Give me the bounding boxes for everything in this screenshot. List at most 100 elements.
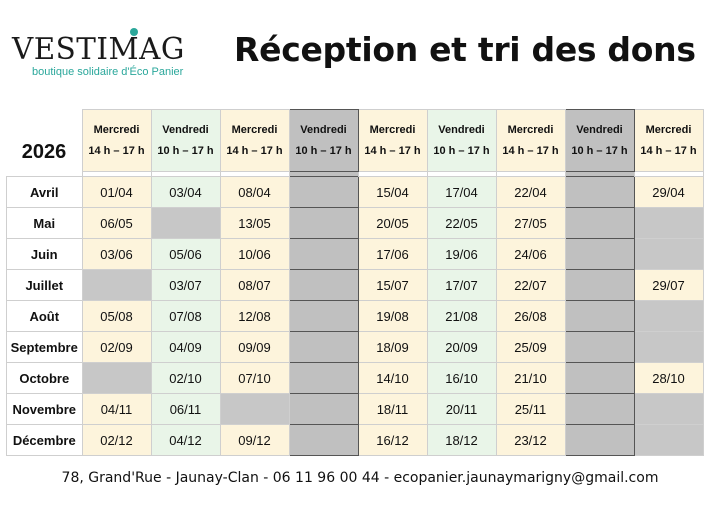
date-cell (288, 362, 359, 394)
date-cell: 25/11 (495, 393, 566, 425)
date-cell: 18/11 (357, 393, 428, 425)
logo-dot-icon (130, 28, 138, 36)
column-header: Mercredi 14 h – 17 h (81, 109, 152, 172)
column-hours: 10 h – 17 h (295, 144, 352, 157)
column-day: Mercredi (231, 123, 278, 136)
date-cell (564, 176, 635, 208)
date-cell: 28/10 (633, 362, 704, 394)
month-label: Septembre (6, 331, 83, 363)
date-cell: 26/08 (495, 300, 566, 332)
header-row: 2026 Mercredi 14 h – 17 h Vendredi 10 h – 1… (7, 109, 704, 172)
date-cell: 18/12 (426, 424, 497, 456)
brand-logo: VESTIMAG boutique solidaire d'Éco Panier (12, 28, 222, 78)
date-cell: 02/10 (150, 362, 221, 394)
date-cell: 01/04 (81, 176, 152, 208)
date-cell: 20/05 (357, 207, 428, 239)
date-cell (81, 362, 152, 394)
column-day: Mercredi (93, 123, 140, 136)
date-cell: 06/05 (81, 207, 152, 239)
table-row: Avril 01/04 03/04 08/04 15/04 17/04 22/04 29/04 (6, 176, 704, 208)
date-cell (150, 207, 221, 239)
date-cell: 23/12 (495, 424, 566, 456)
brand-name: VESTIMAG (12, 32, 185, 67)
date-cell: 20/11 (426, 393, 497, 425)
date-cell: 06/11 (150, 393, 221, 425)
table-row: Août 05/08 07/08 12/08 19/08 21/08 26/08 (6, 300, 704, 332)
date-cell: 02/12 (81, 424, 152, 456)
table-row: Novembre 04/11 06/11 18/11 20/11 25/11 (6, 393, 704, 425)
date-cell: 03/04 (150, 176, 221, 208)
date-cell (633, 393, 704, 425)
column-hours: 10 h – 17 h (571, 144, 628, 157)
date-cell: 25/09 (495, 331, 566, 363)
date-cell: 17/07 (426, 269, 497, 301)
date-cell: 19/06 (426, 238, 497, 270)
date-cell: 04/11 (81, 393, 152, 425)
column-header: Mercredi 14 h – 17 h (495, 109, 566, 172)
date-cell: 08/04 (219, 176, 290, 208)
date-cell: 22/04 (495, 176, 566, 208)
column-header: Mercredi 14 h – 17 h (633, 109, 704, 172)
column-header: Vendredi 10 h – 17 h (288, 109, 359, 172)
table-row: Juillet 03/07 08/07 15/07 17/07 22/07 29/07 (6, 269, 704, 301)
date-cell: 12/08 (219, 300, 290, 332)
date-cell (288, 176, 359, 208)
spacer-row (7, 171, 704, 177)
date-cell (564, 362, 635, 394)
table-row: Mai 06/05 13/05 20/05 22/05 27/05 (6, 207, 704, 239)
date-cell: 22/07 (495, 269, 566, 301)
page-title: Réception et tri des dons (234, 30, 696, 69)
year-label: 2026 (21, 140, 67, 163)
date-cell: 02/09 (81, 331, 152, 363)
date-cell: 16/12 (357, 424, 428, 456)
date-cell: 14/10 (357, 362, 428, 394)
column-day: Vendredi (300, 123, 347, 136)
column-hours: 14 h – 17 h (640, 144, 697, 157)
date-cell: 18/09 (357, 331, 428, 363)
date-cell: 21/08 (426, 300, 497, 332)
date-cell: 15/07 (357, 269, 428, 301)
column-hours: 14 h – 17 h (364, 144, 421, 157)
date-cell: 09/12 (219, 424, 290, 456)
date-cell (288, 300, 359, 332)
column-day: Vendredi (438, 123, 485, 136)
month-label: Novembre (6, 393, 83, 425)
date-cell: 10/06 (219, 238, 290, 270)
date-cell (564, 207, 635, 239)
date-cell: 27/05 (495, 207, 566, 239)
date-cell (633, 331, 704, 363)
month-label: Octobre (6, 362, 83, 394)
date-cell: 29/07 (633, 269, 704, 301)
date-cell: 09/09 (219, 331, 290, 363)
date-cell: 21/10 (495, 362, 566, 394)
date-cell (633, 207, 704, 239)
column-day: Vendredi (576, 123, 623, 136)
table-row: Septembre 02/09 04/09 09/09 18/09 20/09 25/09 (6, 331, 704, 363)
column-header: Mercredi 14 h – 17 h (357, 109, 428, 172)
month-label: Août (6, 300, 83, 332)
date-cell: 05/06 (150, 238, 221, 270)
date-cell (288, 269, 359, 301)
date-cell (288, 238, 359, 270)
date-cell: 20/09 (426, 331, 497, 363)
date-cell: 15/04 (357, 176, 428, 208)
date-cell (564, 300, 635, 332)
brand-tagline: boutique solidaire d'Éco Panier (32, 66, 184, 78)
contact-footer: 78, Grand'Rue - Jaunay-Clan - 06 11 96 0… (61, 470, 659, 486)
column-header: Vendredi 10 h – 17 h (564, 109, 635, 172)
date-cell: 04/12 (150, 424, 221, 456)
column-hours: 10 h – 17 h (433, 144, 490, 157)
date-cell (564, 393, 635, 425)
schedule-table: 2026 Mercredi 14 h – 17 h Vendredi 10 h – 1… (6, 109, 704, 456)
column-hours: 14 h – 17 h (226, 144, 283, 157)
date-cell: 03/06 (81, 238, 152, 270)
table-row: Juin 03/06 05/06 10/06 17/06 19/06 24/06 (6, 238, 704, 270)
date-cell (288, 331, 359, 363)
month-label: Mai (6, 207, 83, 239)
date-cell: 17/04 (426, 176, 497, 208)
date-cell: 29/04 (633, 176, 704, 208)
date-cell: 08/07 (219, 269, 290, 301)
date-cell: 04/09 (150, 331, 221, 363)
date-cell (564, 424, 635, 456)
date-cell (81, 269, 152, 301)
